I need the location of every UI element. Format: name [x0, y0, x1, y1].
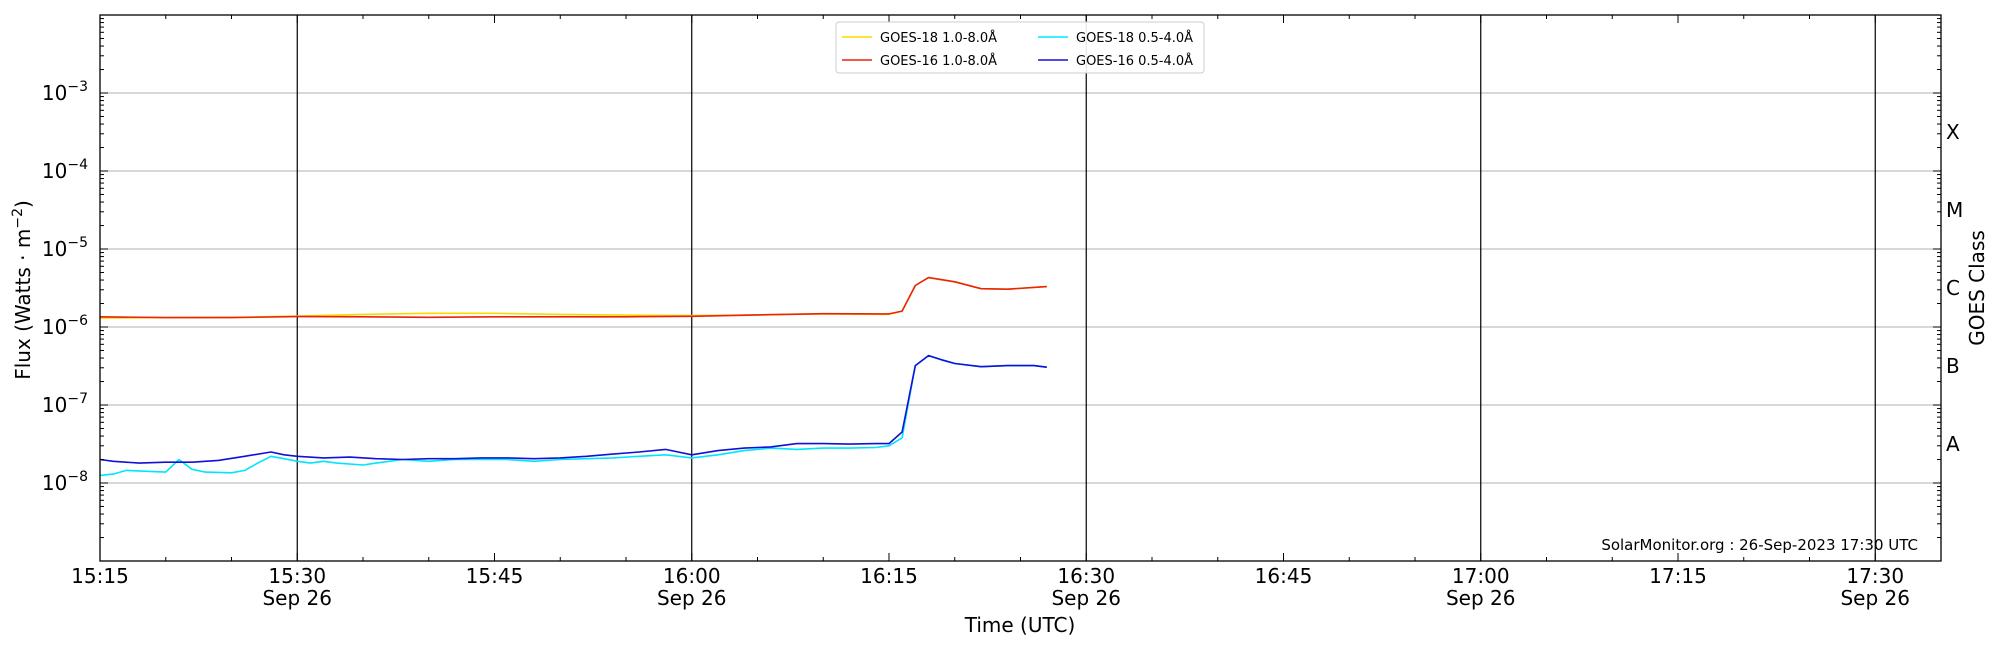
x-axis-title: Time (UTC): [964, 613, 1076, 637]
y-tick-label-5: 10−3: [42, 79, 88, 105]
goes-class-label-3: M: [1946, 198, 1963, 222]
goes-class-label-2: C: [1946, 276, 1960, 300]
legend: GOES-18 1.0-8.0Å GOES-18 0.5-4.0Å GOES-16 …: [835, 21, 1205, 74]
x-tick-label-4: 16:15: [860, 564, 918, 588]
series-layer: [99, 276, 1047, 477]
credit-annotation: SolarMonitor.org : 26-Sep-2023 17:30 UTC: [1601, 536, 1918, 554]
x-tick-label-7: 17:00: [1452, 564, 1510, 588]
x-tick-label-1: 15:30: [268, 564, 326, 588]
x-tick-sublabel-1: Sep 26: [262, 586, 332, 610]
series-line-3: [99, 354, 1047, 464]
y-tick-label-1: 10−7: [42, 391, 88, 417]
series-line-1: [99, 276, 1047, 319]
series-line-0: [99, 276, 1047, 319]
y-axis-ticks: 10−8 10−7 10−6 10−5 10−4 10−3: [42, 18, 1941, 562]
x-tick-sublabel-3: Sep 26: [657, 586, 727, 610]
y-gridlines: [100, 92, 1941, 484]
y-tick-label-4: 10−4: [42, 157, 88, 183]
x-tick-label-3: 16:00: [663, 564, 721, 588]
goes-class-label-0: A: [1946, 432, 1960, 456]
y-axis-title-main: Flux (Watts · m: [11, 229, 35, 380]
goes-class-label-4: X: [1946, 120, 1960, 144]
x-tick-label-8: 17:15: [1649, 564, 1707, 588]
y-tick-label-2: 10−6: [42, 313, 88, 339]
series-line-2: [99, 354, 1047, 477]
legend-label-1: GOES-16 1.0-8.0Å: [880, 53, 997, 69]
legend-label-2: GOES-18 0.5-4.0Å: [1076, 30, 1193, 46]
legend-label-3: GOES-16 0.5-4.0Å: [1076, 53, 1193, 69]
goes-class-axis: A B C M X: [1946, 120, 1963, 456]
x-tick-label-0: 15:15: [71, 564, 129, 588]
y-axis-title-sup: −2: [10, 208, 26, 229]
y-tick-label-0: 10−8: [42, 469, 88, 495]
y-axis-title-close: ): [11, 200, 35, 208]
legend-box: [835, 21, 1205, 74]
y-tick-label-3: 10−5: [42, 235, 88, 261]
goes-class-axis-title: GOES Class: [1965, 230, 1989, 346]
goes-class-label-1: B: [1946, 354, 1960, 378]
x-tick-sublabel-7: Sep 26: [1446, 586, 1516, 610]
y-axis-title: Flux (Watts · m−2): [10, 200, 35, 380]
x-tick-label-5: 16:30: [1057, 564, 1115, 588]
x-tick-sublabel-5: Sep 26: [1051, 586, 1121, 610]
x-vertical-lines: [296, 15, 1876, 561]
x-tick-sublabel-9: Sep 26: [1840, 586, 1910, 610]
x-tick-label-2: 15:45: [466, 564, 524, 588]
legend-label-0: GOES-18 1.0-8.0Å: [880, 30, 997, 46]
x-tick-label-6: 16:45: [1255, 564, 1313, 588]
x-tick-label-9: 17:30: [1846, 564, 1904, 588]
